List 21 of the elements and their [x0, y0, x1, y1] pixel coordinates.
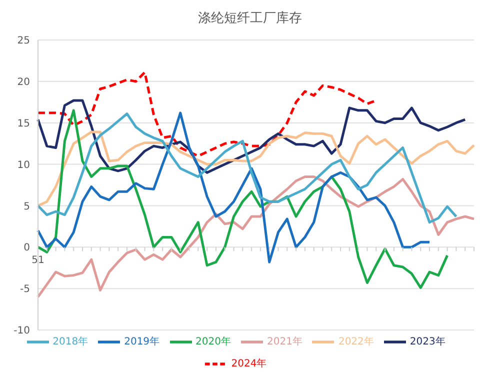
- legend-label: 2018年: [52, 336, 88, 348]
- y-tick-label: 25: [17, 36, 30, 47]
- legend-label: 2024年: [231, 358, 267, 370]
- y-tick-label: 15: [17, 118, 30, 130]
- legend-label: 2022年: [338, 336, 374, 348]
- legend-label: 2023年: [410, 336, 446, 348]
- legend-label: 2021年: [267, 336, 302, 348]
- y-tick-label: -10: [14, 326, 30, 337]
- x-tick-label: 51: [32, 255, 44, 266]
- chart-title: 涤纶短纤工厂库存: [197, 10, 303, 28]
- y-tick-label: 5: [24, 201, 30, 212]
- line-series: [36, 99, 466, 174]
- line-series: [36, 112, 458, 224]
- line-series: [36, 130, 476, 207]
- legend-label: 2020年: [196, 336, 231, 348]
- y-tick-label: 10: [17, 160, 30, 171]
- legend-label: 2019年: [124, 336, 160, 348]
- y-tick-label: 20: [17, 76, 30, 88]
- line-series: [36, 71, 378, 158]
- y-tick-label: -5: [20, 284, 30, 296]
- y-tick-label: 0: [24, 242, 30, 254]
